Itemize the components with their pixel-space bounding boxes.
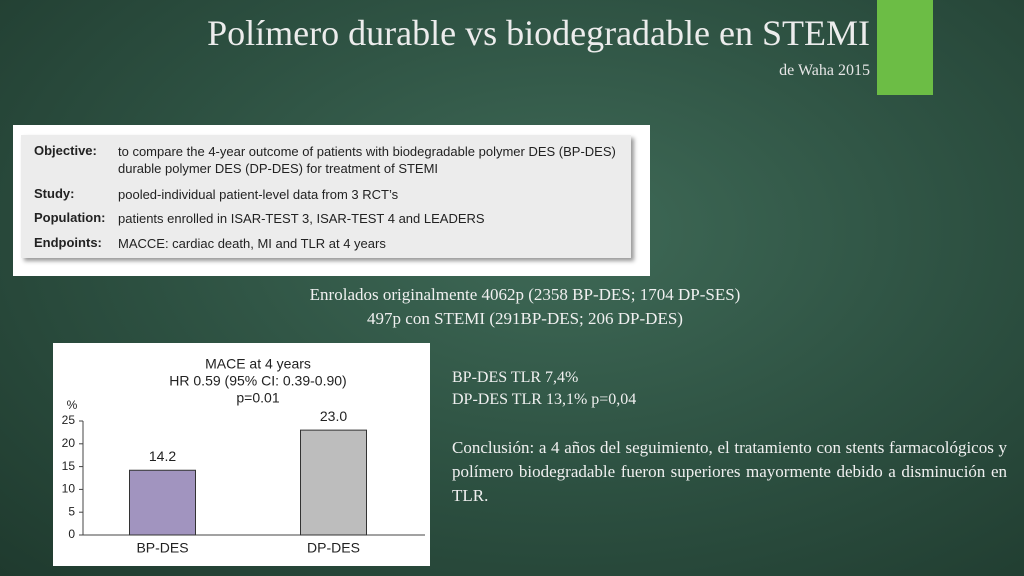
y-tick-label: 15 (62, 459, 76, 473)
conclusion: Conclusión: a 4 años del seguimiento, el… (452, 438, 1007, 505)
row-key: Endpoints: (34, 235, 102, 250)
slide-title: Polímero durable vs biodegradable en STE… (207, 13, 870, 53)
enrollment-line: 497p con STEMI (291BP-DES; 206 DP-DES) (367, 309, 683, 328)
row-value: patients enrolled in ISAR-TEST 3, ISAR-T… (118, 211, 485, 226)
chart-title: MACE at 4 years (205, 356, 311, 372)
chart-background (53, 343, 430, 566)
chart-subtitle: HR 0.59 (95% CI: 0.39-0.90) (169, 373, 346, 389)
row-key: Study: (34, 186, 75, 201)
result-line: DP-DES TLR 13,1% p=0,04 (452, 391, 637, 408)
x-tick-label: DP-DES (307, 540, 360, 556)
y-tick-label: 10 (62, 482, 76, 496)
study-table: Objective: to compare the 4-year outcome … (13, 125, 650, 276)
y-tick-label: 0 (68, 527, 75, 541)
bar (129, 469, 196, 536)
value-label: 14.2 (149, 448, 176, 464)
y-tick-label: 25 (62, 413, 76, 427)
study-box: Objective: to compare the 4-year outcome … (21, 135, 631, 258)
bar (300, 429, 367, 536)
accent-bar (877, 0, 933, 95)
row-value: pooled-individual patient-level data fro… (118, 187, 399, 202)
y-axis-label: % (67, 398, 78, 412)
slide-subtitle: de Waha 2015 (779, 62, 870, 79)
row-key: Objective: (34, 143, 97, 158)
y-tick-label: 5 (68, 504, 75, 518)
row-key: Population: (34, 210, 106, 225)
enrollment-line: Enrolados originalmente 4062p (2358 BP-D… (309, 285, 741, 304)
result-line: BP-DES TLR 7,4% (452, 369, 579, 386)
x-tick-label: BP-DES (136, 540, 188, 556)
value-label: 23.0 (320, 408, 347, 424)
chart-subtitle: p=0.01 (236, 390, 279, 406)
y-tick-label: 20 (62, 436, 76, 450)
row-value: to compare the 4-year outcome of patient… (118, 144, 616, 176)
row-value: MACCE: cardiac death, MI and TLR at 4 ye… (118, 236, 386, 251)
